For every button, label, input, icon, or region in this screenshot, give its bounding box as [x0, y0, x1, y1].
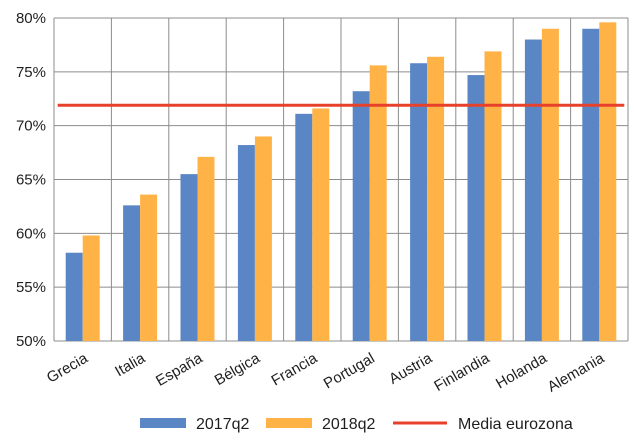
y-tick-label: 80% — [16, 10, 46, 27]
y-tick-label: 55% — [16, 279, 46, 296]
y-tick-label: 70% — [16, 118, 46, 135]
y-axis-ticks: 50% 55% 60% 65% 70% 75% 80% — [16, 10, 46, 350]
y-tick-label: 65% — [16, 172, 46, 189]
bar-2017q2-Holanda — [524, 39, 542, 342]
grid-lines — [53, 17, 629, 342]
bar-2018q2-Portugal — [369, 65, 387, 341]
bars — [65, 22, 617, 342]
bar-2017q2-Francia — [295, 113, 313, 341]
bar-2018q2-Francia — [312, 108, 330, 341]
bar-2017q2-Finlandia — [467, 75, 485, 342]
x-tick-label: Alemania — [545, 349, 608, 395]
legend-swatch — [266, 418, 312, 428]
bar-2018q2-Alemania — [599, 22, 617, 341]
legend: 2017q2 2018q2 Media eurozona — [140, 416, 573, 433]
x-tick-label: Bélgica — [212, 349, 264, 389]
bar-2018q2-Italia — [140, 194, 158, 341]
bar-2017q2-Bélgica — [237, 145, 255, 341]
x-tick-label: Finlandia — [431, 349, 493, 394]
bar-2018q2-Austria — [427, 56, 445, 341]
legend-swatch — [140, 418, 186, 428]
x-tick-label: Italia — [112, 349, 149, 380]
x-axis-labels: Grecia Italia España Bélgica Francia Portugal… — [44, 349, 608, 395]
y-tick-label: 50% — [16, 333, 46, 350]
y-tick-label: 60% — [16, 225, 46, 242]
bar-2017q2-Grecia — [65, 252, 83, 341]
bar-2017q2-Alemania — [582, 28, 600, 342]
bar-2017q2-Austria — [410, 63, 428, 341]
x-tick-label: España — [153, 349, 206, 389]
bar-2017q2-Portugal — [352, 91, 370, 341]
x-tick-label: Austria — [386, 349, 435, 387]
bar-2018q2-Finlandia — [484, 51, 502, 341]
bar-2017q2-Italia — [123, 205, 141, 341]
bar-2018q2-Grecia — [82, 235, 100, 341]
x-tick-label: Francia — [268, 349, 320, 389]
y-tick-label: 75% — [16, 64, 46, 81]
x-tick-label: Portugal — [321, 350, 378, 393]
x-tick-label: Grecia — [44, 349, 91, 386]
legend-label: 2017q2 — [196, 416, 249, 433]
legend-label: 2018q2 — [322, 416, 375, 433]
bar-2018q2-España — [197, 156, 215, 341]
legend-label: Media eurozona — [458, 416, 573, 433]
bar-2017q2-España — [180, 174, 198, 341]
bar-2018q2-Holanda — [541, 28, 559, 342]
bar-2018q2-Bélgica — [254, 136, 272, 341]
x-tick-label: Holanda — [493, 349, 550, 392]
